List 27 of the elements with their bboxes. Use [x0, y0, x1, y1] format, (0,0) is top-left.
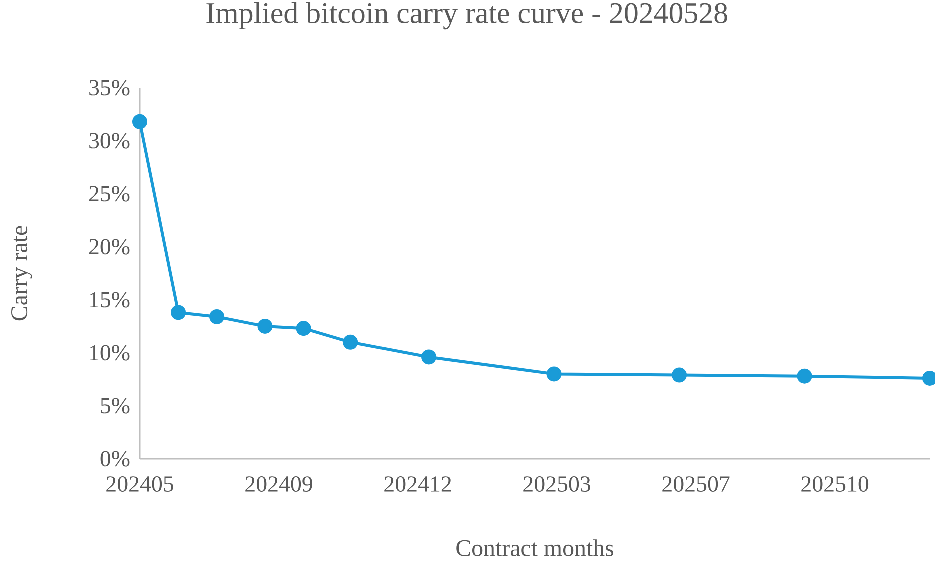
- y-tick-label: 30%: [90, 133, 130, 149]
- x-tick-label: 202412: [384, 476, 452, 492]
- y-tick-label: 15%: [90, 292, 130, 308]
- y-tick-label: 20%: [89, 239, 130, 255]
- x-tick-label: 202510: [802, 476, 869, 492]
- point: [171, 305, 186, 320]
- x-tick-label: 202405: [106, 476, 174, 492]
- y-tick-label: 10%: [90, 345, 130, 361]
- x-axis-title: Contract months: [456, 540, 614, 556]
- point: [672, 368, 688, 383]
- x-tick-label: 202503: [524, 476, 591, 492]
- y-tick-label: 35%: [90, 80, 130, 96]
- y-tick-label: 0%: [100, 451, 130, 467]
- point: [797, 368, 812, 384]
- y-tick-label: 5%: [101, 398, 130, 414]
- y-tick-label: 25%: [89, 186, 130, 202]
- point: [296, 321, 312, 336]
- point: [132, 114, 148, 130]
- point: [546, 366, 562, 382]
- point: [422, 350, 437, 365]
- y-axis-title: Carry rate: [12, 226, 32, 321]
- point: [210, 309, 225, 324]
- x-tick-label: 202409: [246, 476, 312, 492]
- chart-title: Implied bitcoin carry rate curve - 20240528: [206, 2, 728, 30]
- point: [343, 334, 358, 350]
- x-tick-label: 202507: [662, 476, 730, 492]
- point: [258, 319, 273, 334]
